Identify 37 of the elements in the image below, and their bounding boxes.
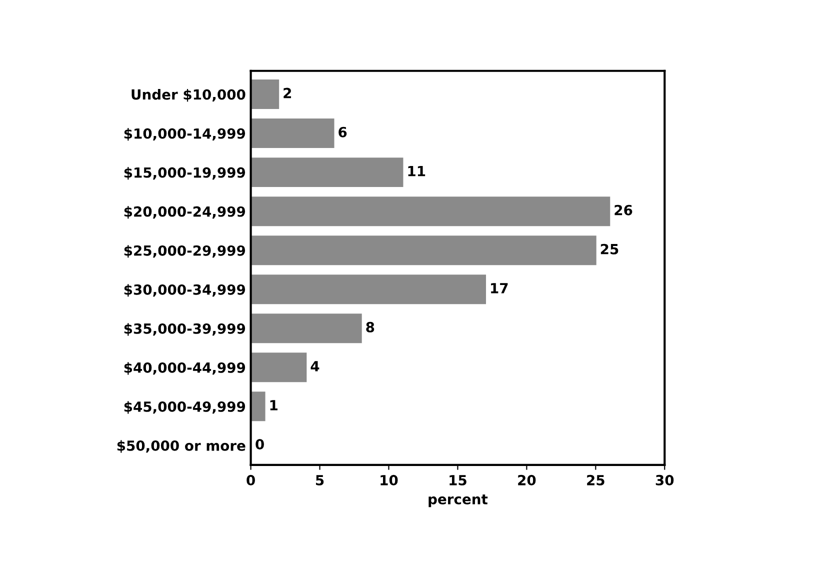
x-axis-title: percent [428, 494, 488, 508]
bar [250, 392, 266, 422]
data-label: 6 [338, 126, 347, 138]
y-tick-label: $50,000 or more [117, 440, 246, 453]
y-tick-label: $20,000-24,999 [124, 206, 246, 219]
bar [250, 314, 362, 344]
y-tick-label: $30,000-34,999 [124, 284, 246, 297]
bar [250, 196, 610, 226]
data-label: 26 [614, 204, 632, 216]
data-label: 8 [366, 322, 374, 332]
x-tick-label: 5 [316, 475, 324, 486]
bar [250, 118, 334, 148]
x-tick-label: 0 [246, 474, 255, 486]
bar [250, 274, 486, 304]
data-label: 0 [256, 438, 264, 450]
y-tick-label: $15,000-19,999 [124, 167, 246, 180]
y-tick-label: $40,000-44,999 [124, 362, 246, 375]
y-tick-label: Under $10,000 [132, 89, 246, 102]
x-tick-label: 15 [450, 475, 466, 486]
x-tick-label: 30 [656, 474, 674, 486]
bar [250, 236, 596, 266]
data-label: 2 [284, 88, 292, 98]
bar [250, 80, 280, 110]
data-label: 11 [408, 166, 426, 176]
bar [250, 158, 404, 188]
data-label: 1 [270, 400, 278, 410]
bar [250, 352, 307, 382]
y-tick-label: $45,000-49,999 [124, 401, 246, 414]
data-label: 25 [600, 244, 618, 254]
y-tick-label: $25,000-29,999 [124, 245, 246, 258]
y-tick-label: $35,000-39,999 [124, 323, 246, 336]
y-tick-label: $10,000-14,999 [124, 128, 246, 141]
x-tick-label: 20 [518, 474, 536, 486]
data-label: 17 [491, 283, 508, 294]
x-tick-label: 25 [587, 474, 604, 486]
data-label: 4 [310, 361, 320, 372]
x-tick-label: 10 [380, 474, 398, 486]
